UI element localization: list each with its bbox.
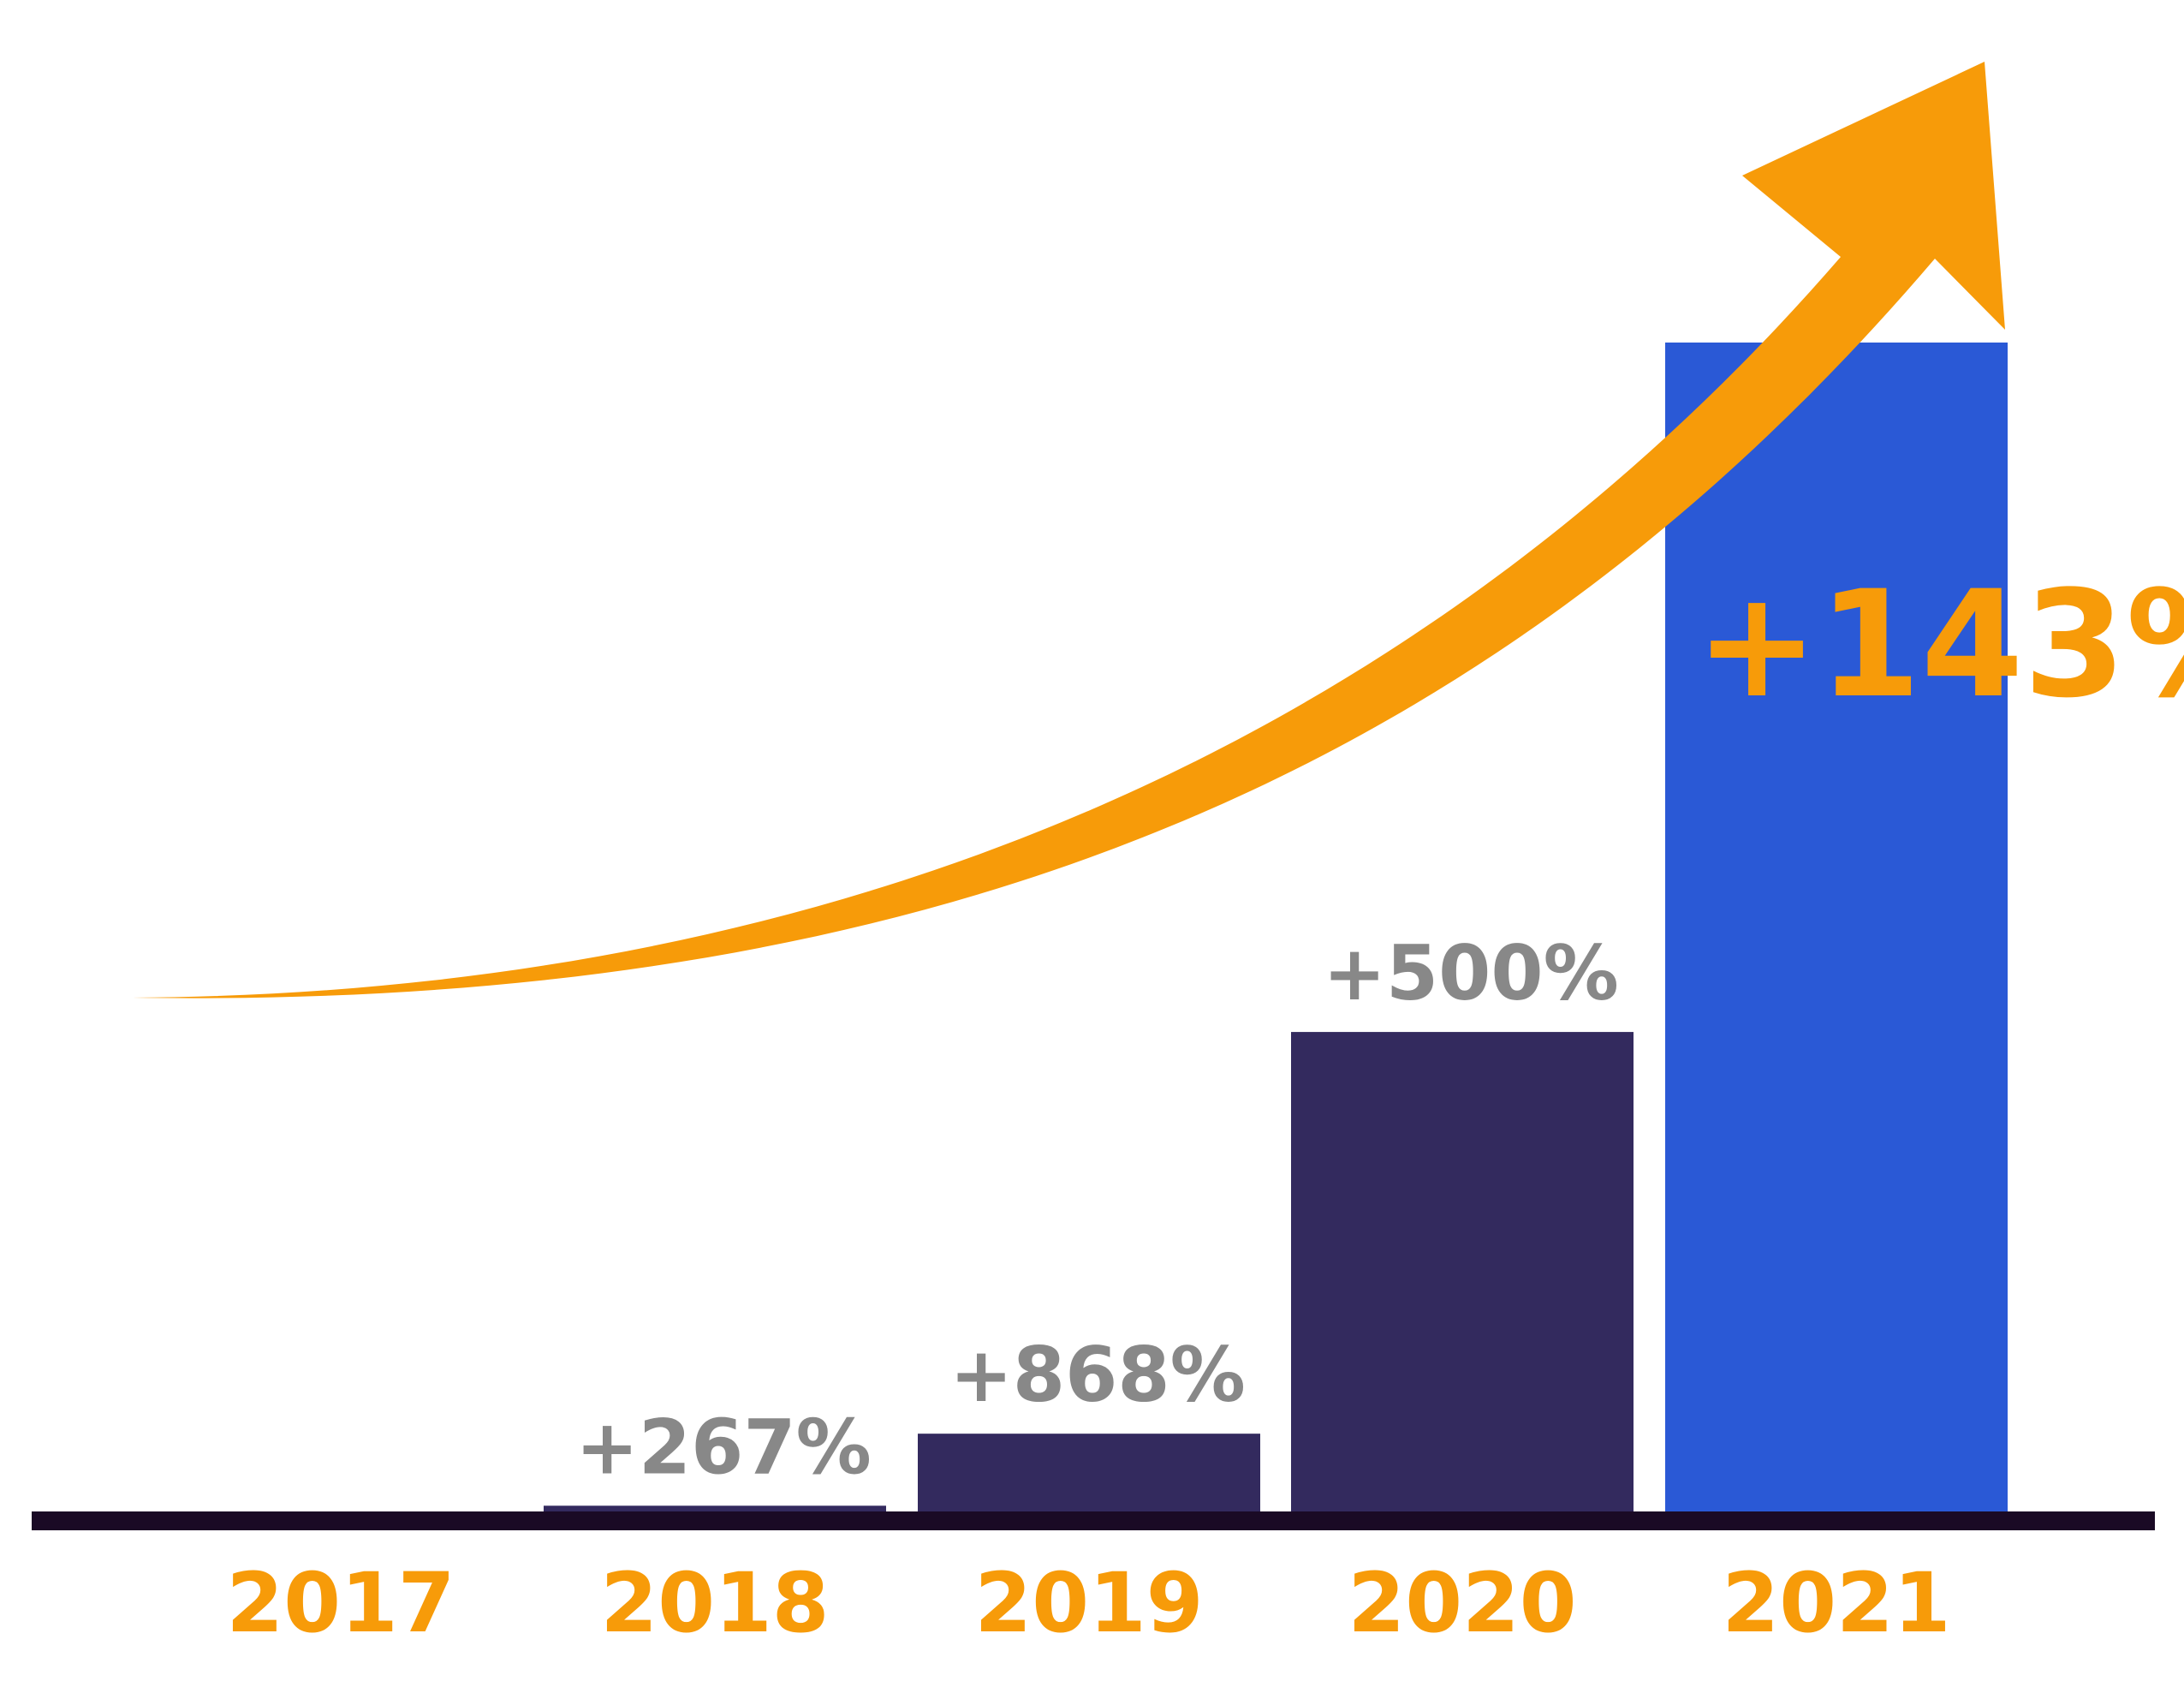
- bar-2018: [544, 1505, 886, 1514]
- data-labels: +267% +868% +500% +143%: [575, 558, 2184, 1491]
- bar-2020: [1291, 1032, 1634, 1514]
- x-axis-tick-labels: 2017 2018 2019 2020 2021: [226, 1555, 1950, 1651]
- bar-2019: [918, 1434, 1260, 1514]
- x-tick-label-2018: 2018: [600, 1555, 829, 1651]
- x-tick-label-2021: 2021: [1722, 1555, 1950, 1651]
- data-label-2020: +500%: [1323, 929, 1619, 1017]
- data-label-2018: +267%: [575, 1403, 872, 1491]
- bar-2021: [1665, 343, 2008, 1514]
- x-axis-line: [32, 1511, 2155, 1530]
- x-tick-label-2017: 2017: [226, 1555, 455, 1651]
- trend-arrow-icon: [133, 62, 2005, 999]
- bars-group: [170, 343, 2008, 1514]
- data-label-2019: +868%: [949, 1331, 1246, 1419]
- x-tick-label-2019: 2019: [974, 1555, 1203, 1651]
- data-label-2021: +143%: [1695, 558, 2184, 730]
- x-tick-label-2020: 2020: [1348, 1555, 1576, 1651]
